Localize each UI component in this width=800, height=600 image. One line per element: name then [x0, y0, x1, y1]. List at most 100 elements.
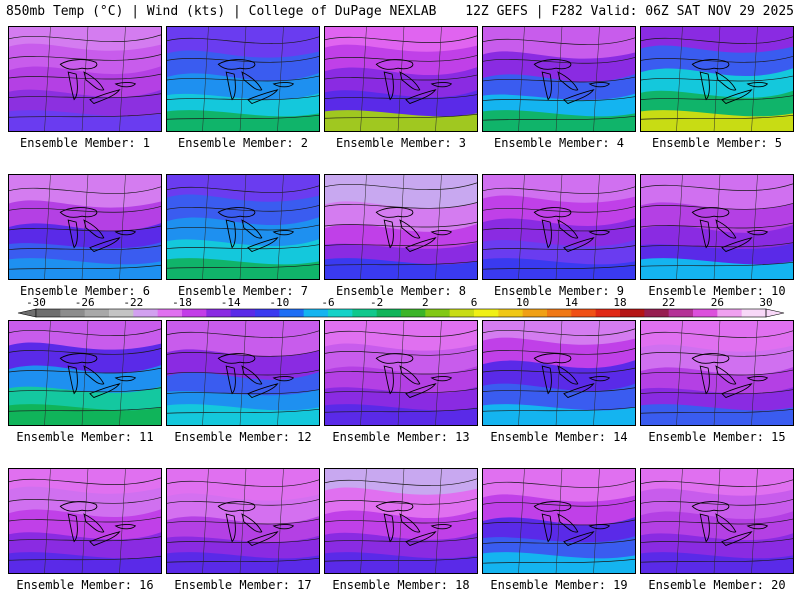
temperature-map-9 [483, 175, 635, 279]
colorbar-segment [620, 309, 645, 317]
ensemble-panel-17 [166, 468, 320, 574]
ensemble-panel-12 [166, 320, 320, 426]
ensemble-member-label: Ensemble Member: 17 [174, 578, 312, 592]
temperature-map-12 [167, 321, 319, 425]
ensemble-panel-14 [482, 320, 636, 426]
colorbar-segment [230, 309, 256, 317]
colorbar-segment [474, 309, 499, 317]
great-lakes-outline [217, 501, 295, 547]
ensemble-member-label: Ensemble Member: 12 [174, 430, 312, 444]
temperature-map-5 [641, 27, 793, 131]
great-lakes-outline [59, 353, 137, 399]
colorbar-tick-label: -22 [123, 296, 143, 309]
ensemble-panel-9 [482, 174, 636, 280]
colorbar-tick-label: 2 [422, 296, 429, 309]
temperature-map-17 [167, 469, 319, 573]
colorbar-tick-label: -6 [321, 296, 334, 309]
ensemble-panel-13 [324, 320, 478, 426]
ensemble-member-label: Ensemble Member: 19 [490, 578, 628, 592]
colorbar-segment [644, 309, 670, 317]
great-lakes-outline [217, 207, 295, 253]
ensemble-member-label: Ensemble Member: 9 [493, 284, 625, 298]
colorbar-tick-label: -30 [26, 296, 46, 309]
colorbar-segment [425, 309, 451, 317]
ensemble-panel-1 [8, 26, 162, 132]
great-lakes-outline [533, 501, 611, 547]
ensemble-member-label: Ensemble Member: 16 [16, 578, 154, 592]
ensemble-panel-10 [640, 174, 794, 280]
colorbar-segment [157, 309, 183, 317]
ensemble-panel-6 [8, 174, 162, 280]
colorbar-tick-label: 30 [759, 296, 772, 309]
great-lakes-outline [375, 353, 453, 399]
colorbar-segment [693, 309, 718, 317]
great-lakes-outline [375, 501, 453, 547]
temperature-map-1 [9, 27, 161, 131]
great-lakes-outline [375, 59, 453, 105]
ensemble-member-label: Ensemble Member: 4 [493, 136, 625, 150]
ensemble-panel-15 [640, 320, 794, 426]
temperature-map-10 [641, 175, 793, 279]
ensemble-member-label: Ensemble Member: 6 [19, 284, 151, 298]
great-lakes-outline [691, 207, 769, 253]
ensemble-member-label: Ensemble Member: 11 [16, 430, 154, 444]
temperature-map-15 [641, 321, 793, 425]
great-lakes-outline [59, 207, 137, 253]
ensemble-member-label: Ensemble Member: 14 [490, 430, 628, 444]
ensemble-panel-19 [482, 468, 636, 574]
temperature-map-2 [167, 27, 319, 131]
colorbar-segment [449, 309, 475, 317]
temperature-map-13 [325, 321, 477, 425]
temperature-map-7 [167, 175, 319, 279]
great-lakes-outline [691, 353, 769, 399]
ensemble-panel-18 [324, 468, 478, 574]
colorbar-low-arrow [17, 308, 37, 318]
colorbar-segment [60, 309, 86, 317]
great-lakes-outline [533, 207, 611, 253]
ensemble-member-label: Ensemble Member: 3 [335, 136, 467, 150]
ensemble-panel-3 [324, 26, 478, 132]
colorbar-segment [84, 309, 110, 317]
ensemble-panel-16 [8, 468, 162, 574]
colorbar-segment [668, 309, 694, 317]
colorbar-high-arrow [765, 308, 785, 318]
ensemble-panel-11 [8, 320, 162, 426]
colorbar-segment [595, 309, 621, 317]
colorbar-segment [133, 309, 159, 317]
ensemble-panel-8 [324, 174, 478, 280]
colorbar-segment [36, 309, 61, 317]
colorbar-segment [352, 309, 378, 317]
ensemble-member-label: Ensemble Member: 1 [19, 136, 151, 150]
colorbar-segment [279, 309, 305, 317]
colorbar-segment [522, 309, 548, 317]
colorbar-tick-label: -18 [172, 296, 192, 309]
colorbar-segment [109, 309, 134, 317]
ensemble-member-label: Ensemble Member: 10 [648, 284, 786, 298]
colorbar-segment [741, 309, 767, 317]
ensemble-member-label: Ensemble Member: 2 [177, 136, 309, 150]
ensemble-panel-2 [166, 26, 320, 132]
colorbar-tick-label: 18 [613, 296, 626, 309]
colorbar-segment [255, 309, 280, 317]
colorbar-segment [328, 309, 353, 317]
temperature-map-8 [325, 175, 477, 279]
great-lakes-outline [533, 59, 611, 105]
ensemble-member-label: Ensemble Member: 13 [332, 430, 470, 444]
colorbar-segment [547, 309, 572, 317]
great-lakes-outline [217, 353, 295, 399]
temperature-map-20 [641, 469, 793, 573]
colorbar-segment [206, 309, 232, 317]
colorbar-segment [376, 309, 402, 317]
temperature-map-19 [483, 469, 635, 573]
ensemble-member-label: Ensemble Member: 7 [177, 284, 309, 298]
colorbar-segment [571, 309, 597, 317]
great-lakes-outline [691, 501, 769, 547]
colorbar-tick-label: 10 [516, 296, 529, 309]
colorbar-segment [401, 309, 426, 317]
colorbar-tick-label: 22 [662, 296, 675, 309]
colorbar-tick-label: -10 [269, 296, 289, 309]
ensemble-panel-7 [166, 174, 320, 280]
great-lakes-outline [691, 59, 769, 105]
temperature-colorbar: -30-26-22-18-14-10-6-2261014182226303438… [17, 296, 785, 318]
ensemble-panel-4 [482, 26, 636, 132]
